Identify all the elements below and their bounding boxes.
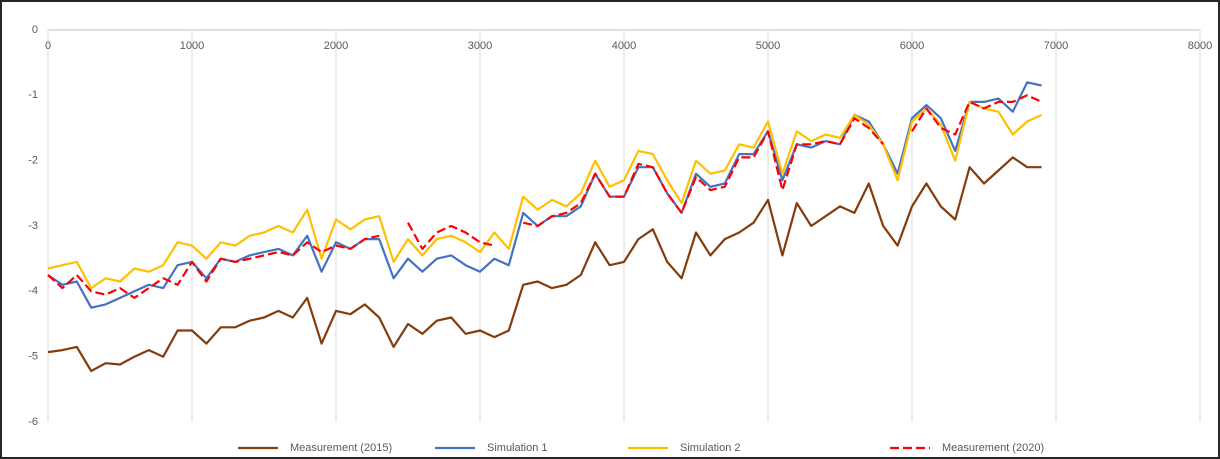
y-tick-label: -6 xyxy=(28,416,38,428)
x-tick-label: 3000 xyxy=(468,40,492,52)
x-tick-label: 2000 xyxy=(324,40,348,52)
x-tick-label: 6000 xyxy=(900,40,924,52)
legend-label: Simulation 2 xyxy=(680,442,741,454)
x-tick-label: 5000 xyxy=(756,40,780,52)
y-tick-label: -1 xyxy=(28,89,38,101)
series-line xyxy=(47,156,1042,373)
x-tick-label: 4000 xyxy=(612,40,636,52)
y-tick-label: -2 xyxy=(28,155,38,167)
legend-label: Measurement (2015) xyxy=(290,442,392,454)
legend-label: Measurement (2020) xyxy=(942,442,1044,454)
x-tick-label: 7000 xyxy=(1044,40,1068,52)
x-tick-label: 1000 xyxy=(180,40,204,52)
legend-label: Simulation 1 xyxy=(487,442,548,454)
y-tick-label: -4 xyxy=(28,285,38,297)
x-tick-label: 8000 xyxy=(1188,40,1212,52)
y-tick-label: -5 xyxy=(28,351,38,363)
series-line xyxy=(47,94,1043,299)
y-tick-label: 0 xyxy=(32,24,38,36)
x-tick-label: 0 xyxy=(45,40,51,52)
y-tick-label: -3 xyxy=(28,220,38,232)
